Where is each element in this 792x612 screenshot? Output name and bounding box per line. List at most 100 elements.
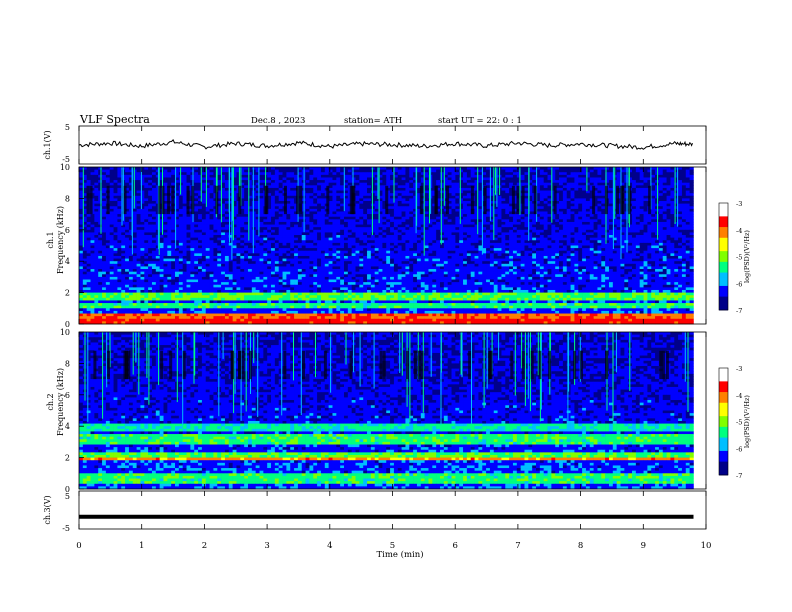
cbar2-swatch-19 xyxy=(719,418,728,422)
cbar1-tick-0: -3 xyxy=(736,200,742,208)
x-tick-label-1: 1 xyxy=(139,541,144,551)
cbar2-tick-3: -6 xyxy=(736,445,742,453)
cbar1-swatch-22 xyxy=(719,261,728,265)
cbar1-swatch-39 xyxy=(719,307,728,311)
cbar2-swatch-7 xyxy=(719,386,728,390)
cbar2-swatch-37 xyxy=(719,466,728,471)
ch1-ytick-top: 5 xyxy=(65,123,70,132)
ch1-waveform-panel: 5 -5 ch.1(V) xyxy=(43,123,707,165)
ch3-waveform-panel: 5 -5 ch.3(V) xyxy=(43,490,707,533)
cbar1-swatch-17 xyxy=(719,248,728,252)
ch2-spectrogram-ylabel: ch.2Frequency (kHz) xyxy=(46,368,65,436)
cbar2-swatch-39 xyxy=(719,472,728,476)
ch2-spectrogram-image xyxy=(79,332,694,490)
ch1-ytick-bottom: -5 xyxy=(62,155,70,164)
cbar2-swatch-32 xyxy=(719,453,728,457)
ch2-spectrogram-yticks: 0 2 4 6 8 10 xyxy=(60,328,84,494)
cbar1-swatch-4 xyxy=(719,213,728,217)
cbar2-swatch-25 xyxy=(719,434,728,438)
spec2-yticks-label-3: 6 xyxy=(65,391,70,400)
cbar1-swatch-6 xyxy=(719,219,728,223)
cbar1-swatch-25 xyxy=(719,269,728,273)
ch1-plot-frame xyxy=(78,125,707,165)
cbar1-swatch-5 xyxy=(719,216,728,220)
cbar1-swatch-20 xyxy=(719,256,728,260)
cbar2-swatch-29 xyxy=(719,445,728,449)
cbar1-frame xyxy=(718,202,729,311)
cbar2-tick-2: -5 xyxy=(736,419,742,427)
ch2-spectrogram-panel: 0 2 4 6 8 10 ch.2Frequency (kHz) -3 -4 -5 -6 -7 lo… xyxy=(46,328,751,494)
cbar1-swatch-15 xyxy=(719,243,728,247)
cbar2-swatch-34 xyxy=(719,458,728,463)
station-label: station= ATH xyxy=(344,116,402,126)
ch3-ytick-top: 5 xyxy=(65,492,70,501)
cbar2-swatch-16 xyxy=(719,410,728,414)
cbar1-swatch-19 xyxy=(719,253,728,257)
cbar2-swatch-30 xyxy=(719,448,728,452)
x-tick-label-6: 6 xyxy=(452,541,457,551)
spec1-yticks-label-1: 2 xyxy=(65,289,70,298)
x-tick-label-0: 0 xyxy=(76,541,81,551)
cbar2-swatch-31 xyxy=(719,450,728,454)
cbar1-tick-4: -7 xyxy=(736,307,742,315)
x-tick-label-4: 4 xyxy=(327,541,332,551)
spec1-yticks-label-3: 6 xyxy=(65,226,70,235)
cbar1-swatch-33 xyxy=(719,291,728,295)
cbar2-swatch-2 xyxy=(719,373,728,377)
spec1-yticks-label-2: 4 xyxy=(65,257,70,266)
spec2-yticks-label-1: 2 xyxy=(65,454,70,463)
cbar1-swatch-1 xyxy=(719,205,728,209)
cbar1-swatch-11 xyxy=(719,232,728,236)
cbar1-swatch-0 xyxy=(719,203,728,207)
cbar2-swatch-35 xyxy=(719,461,728,465)
cbar2-swatch-13 xyxy=(719,402,728,406)
cbar2-swatch-18 xyxy=(719,416,728,420)
cbar2-tick-0: -3 xyxy=(736,365,742,373)
ch2-colorbar: -3 -4 -5 -6 -7 log(PSD)(V²/Hz) xyxy=(718,365,751,480)
spec1-yticks-label-5: 10 xyxy=(60,163,70,172)
ch1-colorbar: -3 -4 -5 -6 -7 log(PSD)(V²/Hz) xyxy=(718,200,751,315)
cbar1-swatch-26 xyxy=(719,272,728,276)
ch1-trace xyxy=(78,139,693,150)
date-label: Dec.8 , 2023 xyxy=(251,116,305,126)
spec1-yticks-label-4: 8 xyxy=(65,194,70,203)
cbar2-swatch-23 xyxy=(719,429,728,433)
x-tick-label-3: 3 xyxy=(264,541,269,551)
cbar1-swatch-23 xyxy=(719,264,728,268)
cbar1-swatch-7 xyxy=(719,221,728,225)
ch3-ytick-bottom: -5 xyxy=(62,524,70,533)
cbar2-swatch-20 xyxy=(719,421,728,425)
cbar2-tick-1: -4 xyxy=(736,392,742,400)
cbar1-label: log(PSD)(V²/Hz) xyxy=(743,230,751,283)
cbar1-swatch-36 xyxy=(719,299,728,303)
cbar2-swatch-0 xyxy=(719,368,728,372)
cbar2-swatch-38 xyxy=(719,469,728,473)
cbar2-swatch-33 xyxy=(719,456,728,460)
x-tick-label-2: 2 xyxy=(202,541,207,551)
cbar2-tick-4: -7 xyxy=(736,472,742,480)
cbar1-swatch-14 xyxy=(719,240,728,244)
cbar1-swatch-35 xyxy=(719,296,728,300)
cbar2-swatch-1 xyxy=(719,370,728,374)
x-tick-label-8: 8 xyxy=(578,541,583,551)
cbar1-swatch-8 xyxy=(719,224,728,228)
cbar1-swatch-29 xyxy=(719,280,728,284)
cbar1-swatch-2 xyxy=(719,208,728,212)
ch1-ylabel: ch.1(V) xyxy=(43,130,52,159)
ch1-spectrogram-image xyxy=(79,167,694,325)
ch1-spectrogram-panel: 0 2 4 6 8 10 ch.1Frequency (kHz) -3 -4 -5 -6 -7 lo… xyxy=(46,163,751,329)
cbar1-swatch-13 xyxy=(719,237,728,241)
ch1-spectrogram-yticks: 0 2 4 6 8 10 xyxy=(60,163,84,329)
spec2-yticks-label-5: 10 xyxy=(60,328,70,337)
cbar1-tick-2: -5 xyxy=(736,254,742,262)
cbar1-swatch-38 xyxy=(719,304,728,308)
cbar2-frame xyxy=(718,367,729,476)
cbar2-swatch-22 xyxy=(719,426,728,430)
cbar2-swatch-21 xyxy=(719,424,728,428)
cbar1-swatch-28 xyxy=(719,277,728,281)
cbar1-swatch-24 xyxy=(719,267,728,271)
spec1-yticks-label-0: 0 xyxy=(65,320,70,329)
cbar2-swatch-28 xyxy=(719,442,728,446)
cbar2-swatch-10 xyxy=(719,394,728,398)
